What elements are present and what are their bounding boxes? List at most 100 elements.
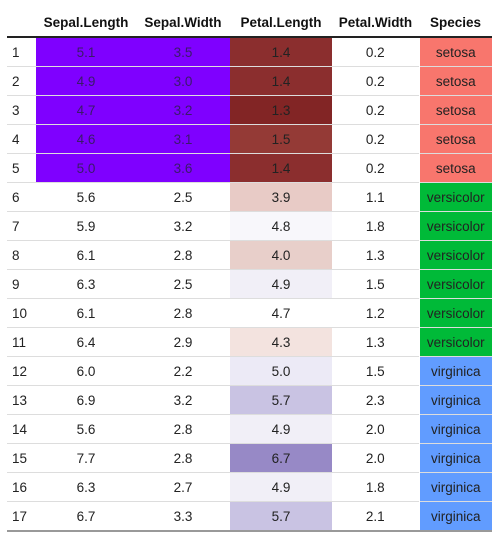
cell-petal-width: 1.1 [332, 182, 419, 212]
cell-petal-width: 2.1 [332, 501, 419, 532]
cell-sepal-length: 6.9 [36, 385, 136, 415]
table-row: 11 6.4 2.9 4.3 1.3 versicolor [7, 327, 492, 357]
cell-species: virginica [418, 501, 492, 532]
cell-sepal-length: 4.7 [36, 95, 136, 125]
cell-index: 15 [7, 443, 36, 473]
iris-data-table: Sepal.Length Sepal.Width Petal.Length Pe… [7, 8, 492, 532]
cell-petal-width: 2.0 [332, 443, 419, 473]
cell-petal-width: 0.2 [332, 124, 419, 154]
cell-petal-length: 1.4 [230, 66, 332, 96]
header-row: Sepal.Length Sepal.Width Petal.Length Pe… [7, 8, 492, 38]
cell-index: 3 [7, 95, 36, 125]
cell-petal-width: 1.2 [332, 298, 419, 328]
cell-index: 6 [7, 182, 36, 212]
header-species[interactable]: Species [419, 8, 492, 38]
header-index [7, 8, 36, 38]
cell-petal-length: 3.9 [230, 182, 332, 212]
cell-sepal-width: 2.5 [136, 182, 230, 212]
table-row: 4 4.6 3.1 1.5 0.2 setosa [7, 124, 492, 154]
cell-sepal-length: 4.6 [36, 124, 136, 154]
cell-petal-width: 0.2 [332, 95, 419, 125]
cell-sepal-length: 6.3 [36, 269, 136, 299]
cell-sepal-width: 2.8 [136, 298, 230, 328]
cell-species: versicolor [418, 298, 492, 328]
cell-species: virginica [418, 472, 492, 502]
cell-species: virginica [418, 385, 492, 415]
cell-petal-width: 0.2 [365, 44, 385, 60]
header-petal-width[interactable]: Petal.Width [332, 8, 419, 38]
cell-sepal-width: 3.2 [136, 211, 230, 241]
cell-sepal-width: 2.7 [136, 472, 230, 502]
cell-sepal-length: 5.1 [36, 37, 136, 67]
cell-sepal-length: 6.4 [36, 327, 136, 357]
cell-sepal-length: 5.6 [36, 414, 136, 444]
table-row: 5 5.0 3.6 1.4 0.2 setosa [7, 153, 492, 183]
cell-sepal-length: 5.9 [36, 211, 136, 241]
cell-petal-width: 1.5 [332, 356, 419, 386]
cell-sepal-length: 4.9 [36, 66, 136, 96]
cell-index: 5 [7, 153, 36, 183]
cell-sepal-width: 3.3 [136, 501, 230, 532]
cell-index: 4 [7, 124, 36, 154]
cell-species: versicolor [418, 327, 492, 357]
table-row: 16 6.3 2.7 4.9 1.8 virginica [7, 472, 492, 502]
cell-species: versicolor [418, 182, 492, 212]
cell-petal-length: 4.8 [230, 211, 332, 241]
table-row: 9 6.3 2.5 4.9 1.5 versicolor [7, 269, 492, 299]
cell-petal-width: 1.8 [332, 211, 419, 241]
cell-sepal-width: 2.9 [136, 327, 230, 357]
cell-petal-length: 4.3 [230, 327, 332, 357]
cell-petal-width: 1.8 [332, 472, 419, 502]
cell-sepal-width: 3.2 [136, 385, 230, 415]
cell-petal-width: 1.3 [332, 240, 419, 270]
header-petal-length[interactable]: Petal.Length [230, 8, 332, 38]
cell-petal-length: 1.4 [230, 37, 332, 67]
cell-species: setosa [418, 124, 492, 154]
cell-index: 7 [7, 211, 36, 241]
cell-index: 1 [12, 44, 20, 60]
cell-sepal-width: 3.5 [136, 37, 230, 67]
cell-sepal-length: 6.0 [36, 356, 136, 386]
header-sepal-width[interactable]: Sepal.Width [136, 8, 230, 38]
cell-sepal-length: 6.3 [36, 472, 136, 502]
cell-petal-length: 1.3 [230, 95, 332, 125]
cell-species: setosa [418, 95, 492, 125]
cell-petal-length: 1.4 [230, 153, 332, 183]
cell-petal-width: 1.3 [332, 327, 419, 357]
cell-species: versicolor [418, 269, 492, 299]
table-row: 6 5.6 2.5 3.9 1.1 versicolor [7, 182, 492, 212]
cell-species: setosa [418, 37, 492, 67]
cell-index: 17 [7, 501, 36, 532]
cell-petal-length: 6.7 [230, 443, 332, 473]
header-sepal-length[interactable]: Sepal.Length [36, 8, 136, 38]
cell-species: setosa [418, 66, 492, 96]
cell-index: 13 [7, 385, 36, 415]
cell-species: virginica [418, 443, 492, 473]
cell-petal-length: 4.9 [230, 269, 332, 299]
cell-petal-width: 0.2 [332, 153, 419, 183]
cell-petal-length: 1.5 [230, 124, 332, 154]
cell-sepal-width: 2.2 [136, 356, 230, 386]
cell-sepal-width: 2.5 [136, 269, 230, 299]
cell-index: 2 [7, 66, 36, 96]
cell-sepal-width: 3.0 [136, 66, 230, 96]
cell-species: setosa [418, 153, 492, 183]
cell-petal-length: 5.0 [230, 356, 332, 386]
cell-petal-length: 4.0 [230, 240, 332, 270]
cell-petal-width: 1.5 [332, 269, 419, 299]
cell-sepal-length: 7.7 [36, 443, 136, 473]
cell-index: 11 [7, 327, 36, 357]
cell-sepal-length: 6.1 [36, 240, 136, 270]
cell-index: 14 [7, 414, 36, 444]
table-row: 15 7.7 2.8 6.7 2.0 virginica [7, 443, 492, 473]
cell-sepal-length: 5.6 [36, 182, 136, 212]
cell-sepal-width: 2.8 [136, 240, 230, 270]
table-row: 14 5.6 2.8 4.9 2.0 virginica [7, 414, 492, 444]
cell-sepal-length: 6.1 [36, 298, 136, 328]
cell-species: virginica [418, 414, 492, 444]
cell-petal-width: 0.2 [332, 66, 419, 96]
cell-species: versicolor [418, 240, 492, 270]
table-row: 3 4.7 3.2 1.3 0.2 setosa [7, 95, 492, 125]
table-row: 17 6.7 3.3 5.7 2.1 virginica [7, 501, 492, 532]
cell-sepal-width: 3.6 [136, 153, 230, 183]
